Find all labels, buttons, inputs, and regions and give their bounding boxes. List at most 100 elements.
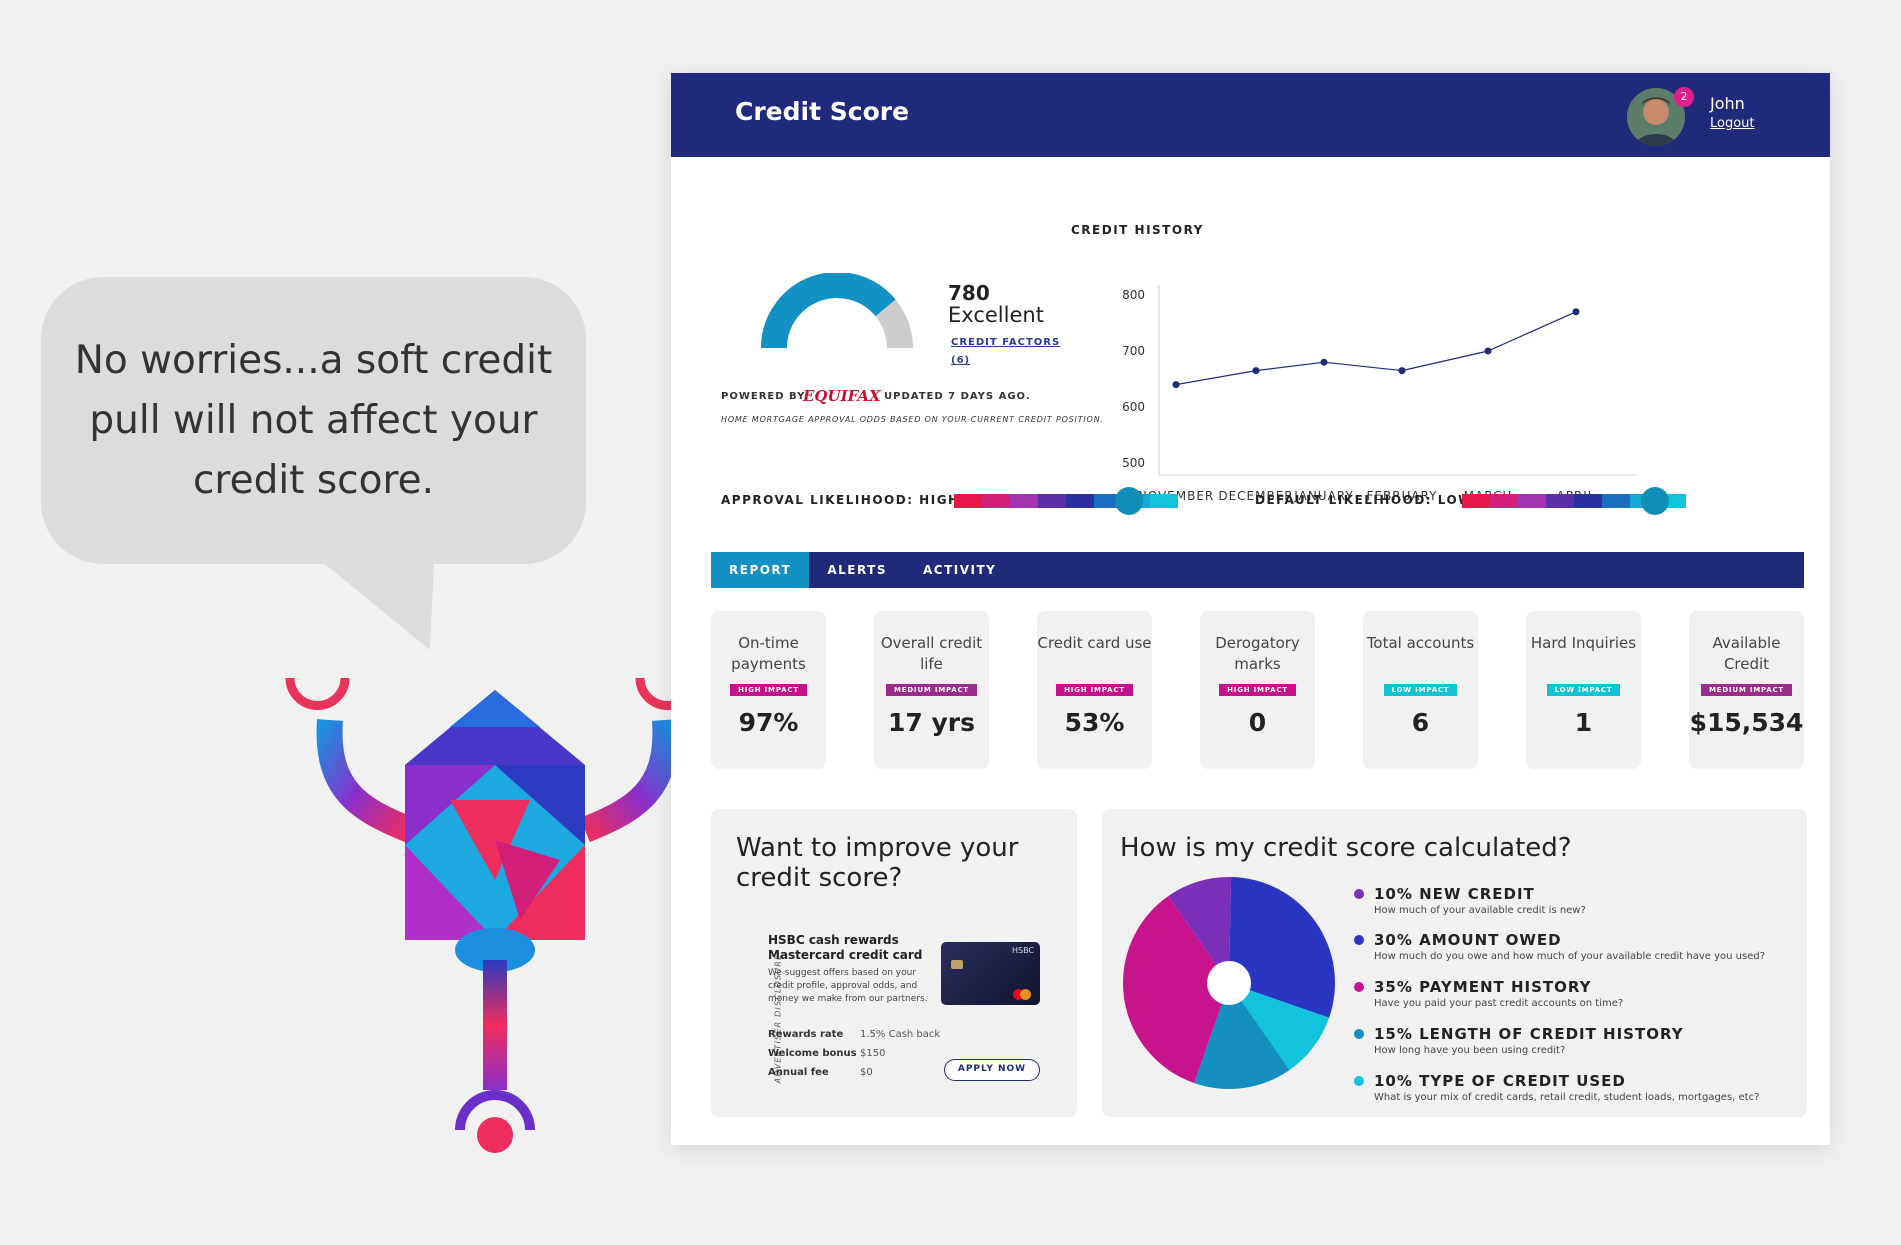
- logout-link[interactable]: Logout: [1710, 116, 1755, 131]
- likelihood-segment: [982, 494, 1010, 508]
- default-likelihood-label: DEFAULT LIKELIHOOD: LOW: [1255, 493, 1473, 507]
- card-detail-value: $150: [860, 1048, 886, 1059]
- x-tick-label: FEBRUARY: [1367, 489, 1438, 503]
- likelihood-segment: [1602, 494, 1630, 508]
- legend-description: How much do you owe and how much of your…: [1374, 951, 1766, 962]
- speech-bubble: No worries...a soft credit pull will not…: [41, 277, 586, 564]
- impact-badge: MEDIUM IMPACT: [885, 684, 978, 696]
- tab-activity[interactable]: ACTIVITY: [923, 563, 997, 577]
- factor-card-hard-inquiries[interactable]: Hard Inquiries LOW IMPACT 1: [1526, 611, 1641, 769]
- factor-card-title: Derogatory marks: [1215, 634, 1300, 673]
- factor-card-value: 0: [1248, 708, 1267, 737]
- factor-card-title: On-time payments: [731, 634, 806, 673]
- factor-card-derogatory-marks[interactable]: Derogatory marks HIGH IMPACT 0: [1200, 611, 1315, 769]
- factor-card-value: 1: [1574, 708, 1593, 737]
- factor-cards: On-time payments HIGH IMPACT 97% Overall…: [711, 611, 1804, 771]
- legend-description: How long have you been using credit?: [1374, 1045, 1566, 1056]
- pie-slice: [1229, 877, 1335, 1018]
- likelihood-segment: [1518, 494, 1546, 508]
- legend-dot: [1354, 935, 1364, 945]
- notification-badge: 2: [1674, 87, 1694, 107]
- x-tick-label: DECEMBER: [1218, 489, 1293, 503]
- score-value: 780: [948, 281, 990, 305]
- y-tick-label: 800: [1122, 288, 1145, 302]
- impact-badge: LOW IMPACT: [1383, 684, 1458, 696]
- factor-card-total-accounts[interactable]: Total accounts LOW IMPACT 6: [1363, 611, 1478, 769]
- likelihood-segment: [1010, 494, 1038, 508]
- gauge-fill: [761, 273, 896, 349]
- factor-card-title: Overall credit life: [880, 634, 983, 673]
- credit-history-chart: CREDIT HISTORY500600700800NOVEMBERDECEMB…: [1071, 223, 1636, 503]
- legend-description: How much of your available credit is new…: [1374, 905, 1586, 916]
- factor-card-title: Total accounts: [1366, 634, 1475, 652]
- speech-bubble-text: No worries...a soft credit pull will not…: [74, 337, 553, 503]
- x-tick-label: JANUARY: [1293, 489, 1353, 503]
- factor-card-value: 97%: [738, 708, 799, 737]
- page-title: Credit Score: [735, 97, 910, 126]
- legend-dot: [1354, 889, 1364, 899]
- pie-slice: [1229, 983, 1330, 1070]
- card-detail-value: $0: [860, 1067, 873, 1078]
- improve-score-panel: Want to improve your credit score? ADVER…: [711, 809, 1077, 1117]
- data-point: [1572, 308, 1580, 316]
- likelihood-segment: [1066, 494, 1094, 508]
- likelihood-segment: [1462, 494, 1490, 508]
- factor-card-on-time-payments[interactable]: On-time payments HIGH IMPACT 97%: [711, 611, 826, 769]
- pie-slice: [1194, 983, 1290, 1089]
- impact-badge: LOW IMPACT: [1546, 684, 1621, 696]
- impact-badge: HIGH IMPACT: [1219, 684, 1296, 696]
- calculation-title: How is my credit score calculated?: [1120, 833, 1572, 863]
- mortgage-note: HOME MORTGAGE APPROVAL ODDS BASED ON YOU…: [721, 415, 1104, 424]
- credit-factors-count[interactable]: (6): [951, 355, 971, 366]
- likelihood-segment: [954, 494, 982, 508]
- data-point: [1320, 358, 1328, 366]
- likelihood-segment: [1546, 494, 1574, 508]
- legend-dot: [1354, 1076, 1364, 1086]
- tab-alerts[interactable]: ALERTS: [827, 563, 887, 577]
- updated-label: UPDATED 7 DAYS AGO.: [884, 391, 1031, 402]
- credit-history-line: [1175, 311, 1577, 386]
- legend-description: Have you paid your past credit accounts …: [1374, 998, 1624, 1009]
- user-name: John: [1710, 94, 1745, 113]
- factor-card-value: $15,534: [1689, 708, 1804, 737]
- approval-likelihood-marker: [1114, 487, 1143, 515]
- score-gauge: [761, 273, 913, 349]
- robot-mascot-illustration: [285, 677, 700, 1153]
- likelihood-segment: [1038, 494, 1066, 508]
- legend-description: What is your mix of credit cards, retail…: [1374, 1092, 1760, 1103]
- credit-card-image: HSBC: [941, 942, 1040, 1005]
- dashboard-header: Credit Score 2 John Logout: [671, 73, 1830, 157]
- card-detail-key: Welcome bonus: [768, 1048, 857, 1059]
- card-detail-key: Annual fee: [768, 1067, 829, 1078]
- report-tabs: REPORT ALERTS ACTIVITY: [711, 552, 1804, 588]
- y-tick-label: 500: [1122, 456, 1145, 470]
- y-tick-label: 600: [1122, 400, 1145, 414]
- card-detail-value: 1.5% Cash back: [860, 1029, 941, 1040]
- pie-slice: [1168, 876, 1232, 983]
- impact-badge: HIGH IMPACT: [730, 684, 807, 696]
- legend-dot: [1354, 982, 1364, 992]
- card-chip-icon: [951, 960, 963, 969]
- pie-center-hole: [1207, 961, 1251, 1005]
- mastercard-logo-icon: [1020, 989, 1031, 1000]
- chart-title: CREDIT HISTORY: [1071, 223, 1204, 237]
- legend-heading: 10% NEW CREDIT: [1374, 885, 1535, 903]
- tab-report[interactable]: REPORT: [711, 552, 810, 588]
- credit-card-description: We suggest offers based on your credit p…: [768, 968, 928, 1004]
- factor-card-value: 17 yrs: [888, 708, 975, 737]
- credit-card-name: HSBC cash rewards Mastercard credit card: [768, 933, 923, 962]
- data-point: [1252, 367, 1260, 375]
- legend-heading: 15% LENGTH OF CREDIT HISTORY: [1374, 1025, 1684, 1043]
- impact-badge: HIGH IMPACT: [1056, 684, 1133, 696]
- score-calculation-panel: How is my credit score calculated? 10% N…: [1102, 809, 1807, 1117]
- factor-card-available-credit[interactable]: Available Credit MEDIUM IMPACT $15,534: [1689, 611, 1804, 769]
- factor-card-credit-card-use[interactable]: Credit card use HIGH IMPACT 53%: [1037, 611, 1152, 769]
- card-detail-key: Rewards rate: [768, 1029, 844, 1040]
- apply-now-button[interactable]: APPLY NOW: [944, 1059, 1040, 1081]
- legend-heading: 30% AMOUNT OWED: [1374, 931, 1562, 949]
- data-point: [1172, 381, 1180, 389]
- factor-card-title: Credit card use: [1037, 634, 1152, 652]
- equifax-logo: EQUIFAX: [803, 387, 881, 405]
- credit-factors-link[interactable]: CREDIT FACTORS: [951, 337, 1061, 348]
- factor-card-overall-credit-life[interactable]: Overall credit life MEDIUM IMPACT 17 yrs: [874, 611, 989, 769]
